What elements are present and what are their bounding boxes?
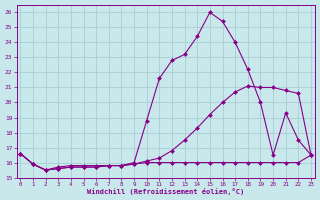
X-axis label: Windchill (Refroidissement éolien,°C): Windchill (Refroidissement éolien,°C) <box>87 188 244 195</box>
